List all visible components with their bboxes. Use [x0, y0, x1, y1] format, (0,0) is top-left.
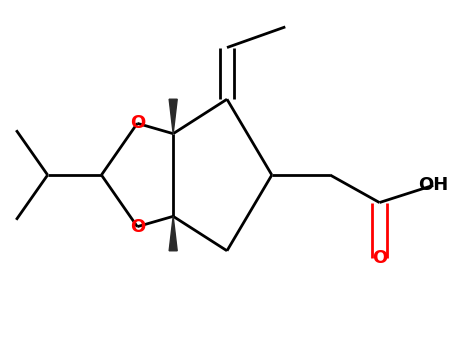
- Text: OH: OH: [418, 176, 448, 194]
- Text: O: O: [372, 248, 387, 267]
- Polygon shape: [169, 216, 177, 251]
- Text: O: O: [130, 114, 145, 132]
- Polygon shape: [169, 99, 177, 134]
- Text: O: O: [130, 218, 145, 236]
